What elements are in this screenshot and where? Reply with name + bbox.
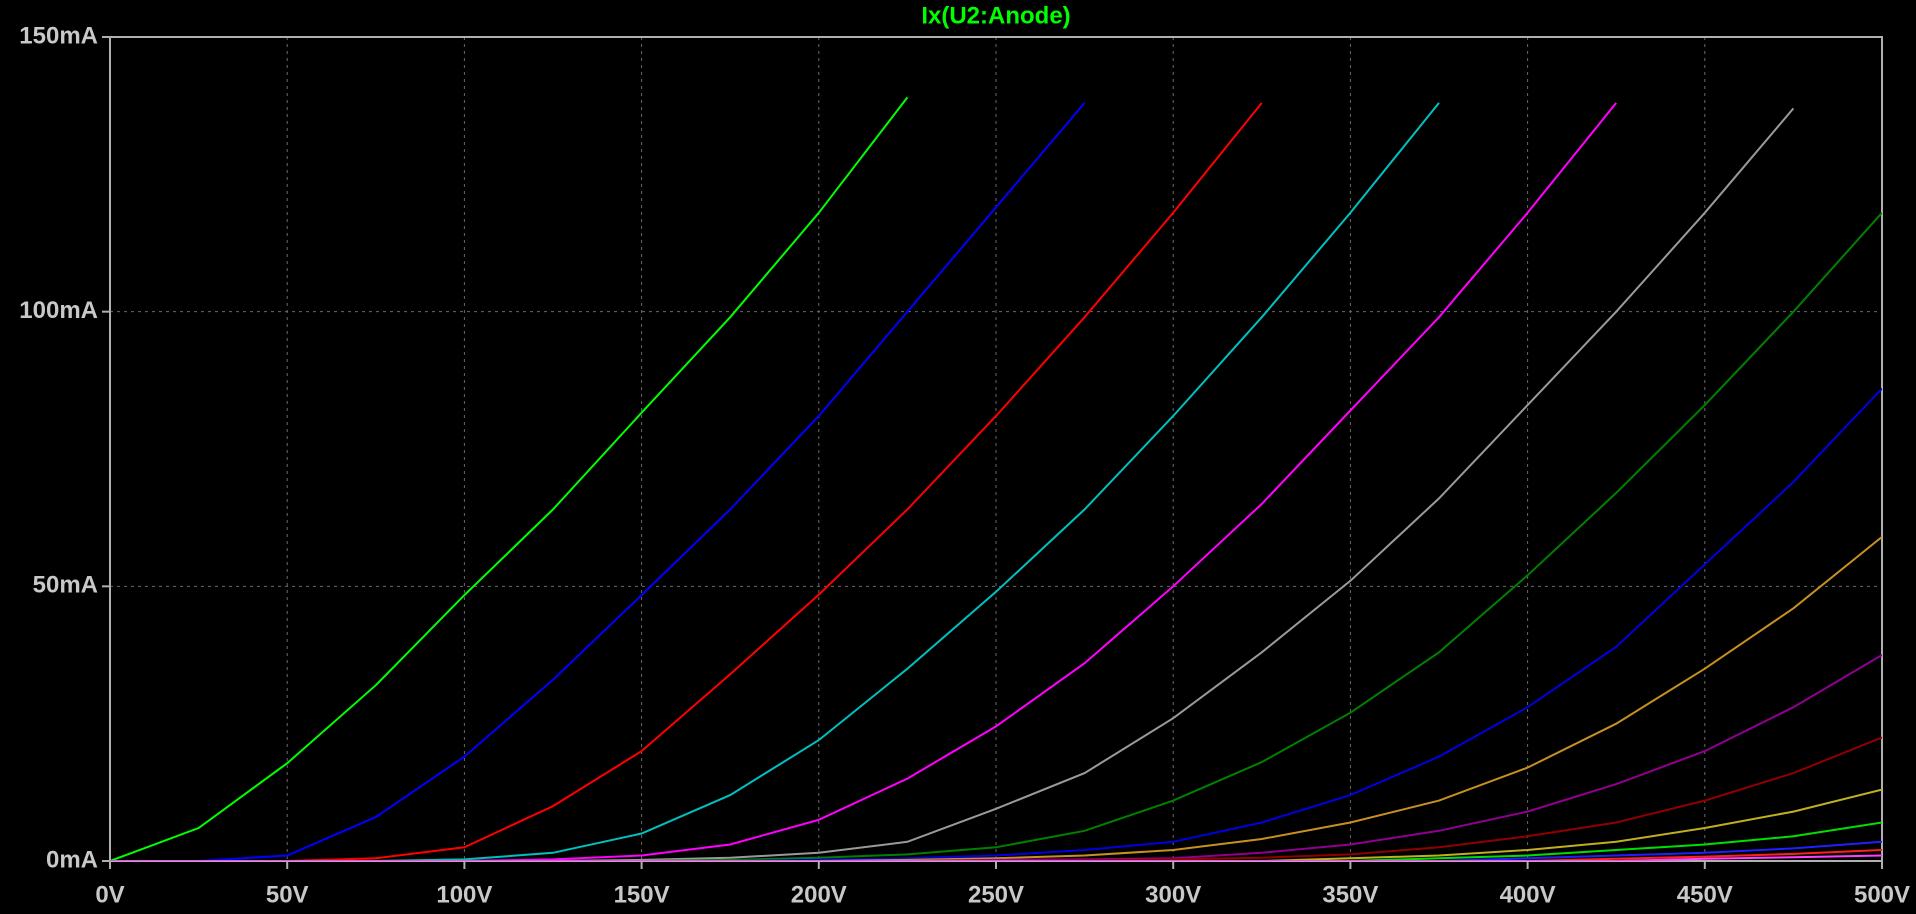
x-tick-label: 250V xyxy=(968,881,1024,908)
y-tick-label: 150mA xyxy=(19,22,98,49)
x-tick-label: 300V xyxy=(1145,881,1201,908)
curve xyxy=(110,849,1882,861)
chart-title: Ix(U2:Anode) xyxy=(921,2,1070,29)
curve xyxy=(110,840,1882,861)
curve xyxy=(110,788,1882,861)
curve xyxy=(110,387,1882,861)
x-tick-label: 450V xyxy=(1677,881,1733,908)
x-tick-label: 100V xyxy=(436,881,492,908)
curves xyxy=(110,96,1882,861)
curve xyxy=(110,654,1882,861)
curve xyxy=(110,102,1086,861)
curve xyxy=(110,102,1263,861)
curve xyxy=(110,212,1882,861)
x-tick-label: 50V xyxy=(266,881,309,908)
curve xyxy=(110,536,1882,861)
curve xyxy=(110,102,1617,861)
curve xyxy=(110,736,1882,861)
y-tick-label: 100mA xyxy=(19,297,98,324)
x-tick-label: 350V xyxy=(1322,881,1378,908)
curve xyxy=(110,102,1440,861)
y-tick-label: 50mA xyxy=(33,572,98,599)
curve xyxy=(110,107,1795,861)
curve xyxy=(110,96,909,861)
curve xyxy=(110,821,1882,861)
x-tick-label: 150V xyxy=(614,881,670,908)
x-tick-label: 0V xyxy=(95,881,124,908)
x-tick-label: 200V xyxy=(791,881,847,908)
x-tick-label: 400V xyxy=(1500,881,1556,908)
x-tick-label: 500V xyxy=(1854,881,1910,908)
y-tick-label: 0mA xyxy=(46,846,98,873)
